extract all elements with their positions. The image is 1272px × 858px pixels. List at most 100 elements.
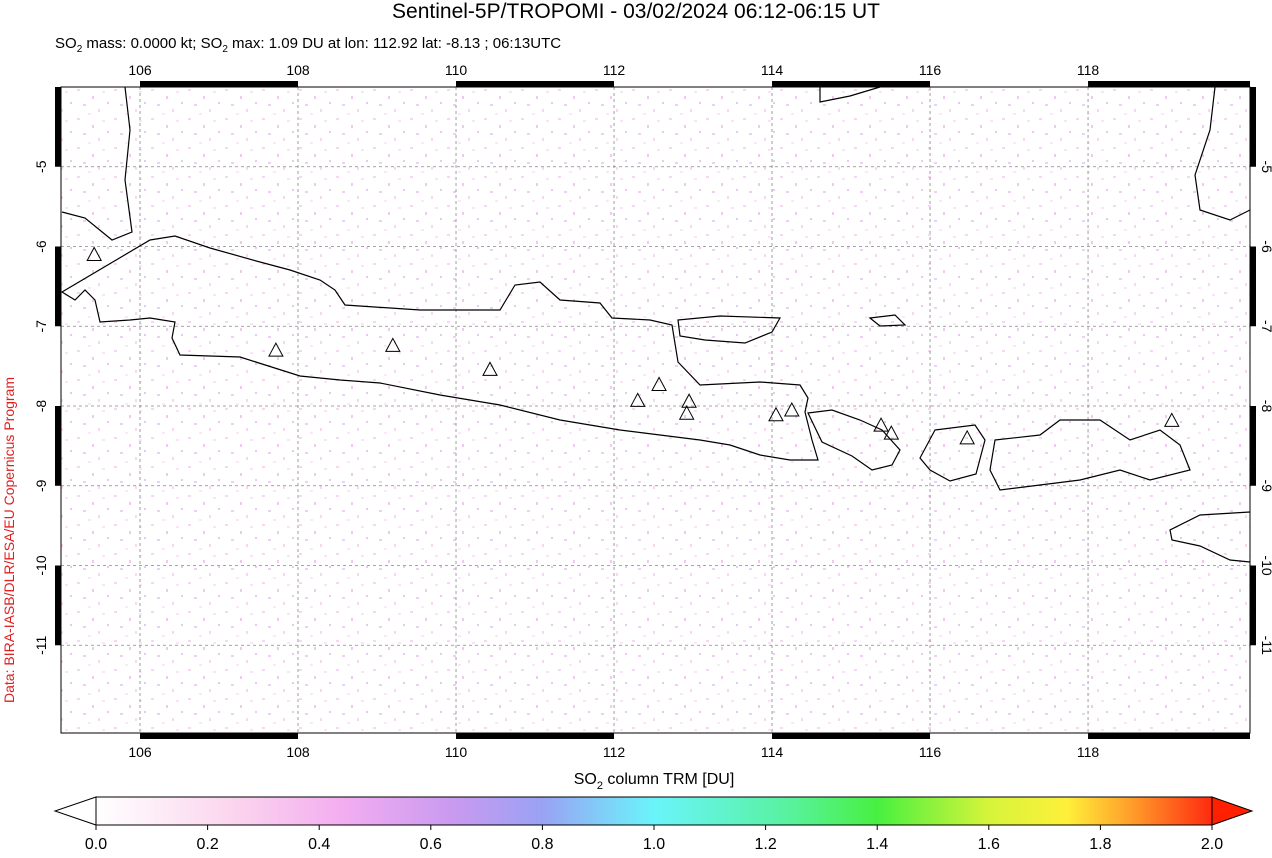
colorbar-tick-label: 0.6 bbox=[420, 836, 442, 853]
colorbar-tick-label: 1.6 bbox=[978, 836, 1000, 853]
x-tick-label: 112 bbox=[603, 62, 626, 78]
colorbar-tick-label: 1.2 bbox=[754, 836, 776, 853]
colorbar-tick-label: 2.0 bbox=[1201, 836, 1223, 853]
colorbar-label: SO2 column TRM [DU] bbox=[574, 771, 735, 792]
x-tick-label: 114 bbox=[761, 744, 784, 760]
coastlines bbox=[60, 86, 1251, 563]
x-tick-label: 106 bbox=[128, 62, 152, 78]
frame-band bbox=[1250, 246, 1256, 327]
y-tick-label: -10 bbox=[1259, 555, 1272, 575]
frame-band bbox=[1250, 87, 1256, 167]
volcano bbox=[629, 392, 646, 407]
subtitle-part: mass: 0.0000 kt; SO bbox=[82, 35, 222, 52]
volcano bbox=[482, 361, 498, 376]
y-tick-label: -6 bbox=[33, 240, 49, 253]
colorbar-tick-label: 0.4 bbox=[308, 836, 330, 853]
coastline bbox=[819, 86, 881, 103]
volcano bbox=[959, 429, 976, 445]
coastline bbox=[677, 315, 782, 344]
x-tick-label: 110 bbox=[445, 744, 468, 760]
y-tick-label: -10 bbox=[33, 555, 49, 575]
frame-band bbox=[1088, 81, 1250, 87]
coastline bbox=[1194, 86, 1251, 221]
frame-band bbox=[772, 81, 931, 87]
coastline bbox=[60, 235, 819, 461]
volcano bbox=[86, 246, 103, 261]
subtitle-part: 2 bbox=[222, 44, 228, 55]
x-tick-label: 108 bbox=[286, 62, 310, 78]
frame-band bbox=[456, 733, 615, 739]
subtitle-part: SO bbox=[55, 35, 77, 52]
volcano bbox=[783, 401, 800, 417]
coastline bbox=[919, 424, 986, 482]
coastline bbox=[1169, 511, 1251, 563]
subtitle: SO2 mass: 0.0000 kt; SO2 max: 1.09 DU at… bbox=[55, 35, 561, 55]
x-tick-label: 116 bbox=[919, 62, 942, 78]
x-tick-label: 112 bbox=[603, 744, 626, 760]
y-tick-label: -11 bbox=[1259, 636, 1272, 655]
credit: Data: BIRA-IASB/DLR/ESA/EU Copernicus Pr… bbox=[1, 377, 17, 703]
frame-band bbox=[1250, 406, 1256, 486]
colorbar-tick-label: 1.0 bbox=[643, 836, 665, 853]
x-tick-label: 118 bbox=[1077, 62, 1100, 78]
y-tick-label: -8 bbox=[33, 400, 49, 413]
frame-band bbox=[55, 406, 61, 486]
y-tick-label: -5 bbox=[33, 160, 49, 173]
volcano bbox=[678, 405, 695, 420]
x-tick-label: 110 bbox=[445, 62, 468, 78]
volcano bbox=[651, 376, 667, 391]
frame-band bbox=[55, 246, 61, 327]
coastline bbox=[807, 409, 901, 471]
volcano bbox=[873, 417, 889, 432]
colorbar: 0.0 0.2 0.4 0.6 0.8 1.0 1.2 1.4 1.6 1.8 2.0 bbox=[53, 796, 1254, 853]
frame-band bbox=[772, 733, 931, 739]
colorbar-tick-label: 1.8 bbox=[1089, 836, 1111, 853]
y-tick-label: -7 bbox=[33, 320, 49, 333]
subtitle-part: 2 bbox=[77, 44, 83, 55]
y-tick-label: -11 bbox=[33, 635, 49, 654]
colorbar-under bbox=[53, 796, 97, 826]
y-tick-label: -5 bbox=[1259, 161, 1272, 174]
colorbar-label-part: SO bbox=[574, 771, 597, 788]
coastline bbox=[989, 419, 1191, 491]
coastline bbox=[868, 314, 907, 327]
x-tick-label: 114 bbox=[761, 62, 784, 78]
volcano bbox=[1163, 412, 1180, 427]
frame-band bbox=[1088, 733, 1250, 739]
volcano bbox=[268, 342, 284, 357]
colorbar-over bbox=[1211, 796, 1254, 826]
volcano bbox=[384, 337, 401, 352]
frame-band bbox=[55, 565, 61, 646]
colorbar-tick-label: 1.4 bbox=[866, 836, 888, 853]
volcano bbox=[768, 406, 784, 422]
colorbar-scale bbox=[95, 796, 1213, 826]
x-tick-label: 116 bbox=[919, 744, 942, 760]
y-tick-label: -8 bbox=[1259, 400, 1272, 413]
x-tick-label: 106 bbox=[128, 744, 152, 760]
y-tick-label: -9 bbox=[33, 479, 49, 492]
x-tick-label: 118 bbox=[1077, 744, 1100, 760]
colorbar-tick-label: 0.2 bbox=[196, 836, 218, 853]
colorbar-tick-label: 0.8 bbox=[531, 836, 553, 853]
volcano bbox=[681, 393, 697, 408]
frame-band bbox=[1250, 565, 1256, 646]
frame-band bbox=[140, 81, 299, 87]
y-tick-label: -6 bbox=[1259, 240, 1272, 253]
subtitle-part: max: 1.09 DU at lon: 112.92 lat: -8.13 ;… bbox=[228, 35, 561, 52]
frame-band bbox=[55, 87, 61, 167]
colorbar-label-part: 2 bbox=[597, 780, 603, 792]
title: Sentinel-5P/TROPOMI - 03/02/2024 06:12-0… bbox=[392, 0, 880, 23]
grid bbox=[61, 87, 1250, 733]
colorbar-label-part: column TRM [DU] bbox=[603, 771, 734, 788]
coastline bbox=[61, 86, 133, 241]
colorbar-tick-label: 0.0 bbox=[85, 836, 107, 853]
volcano bbox=[883, 425, 900, 440]
x-tick-label: 108 bbox=[286, 744, 310, 760]
volcanoes bbox=[86, 246, 1180, 445]
map-axes: 106 106 108 108 110 110 112 112 114 114 116 116 118 1… bbox=[33, 62, 1272, 760]
frame-band bbox=[140, 733, 299, 739]
y-tick-label: -9 bbox=[1259, 480, 1272, 493]
y-tick-label: -7 bbox=[1259, 320, 1272, 333]
map-background bbox=[61, 87, 1250, 733]
